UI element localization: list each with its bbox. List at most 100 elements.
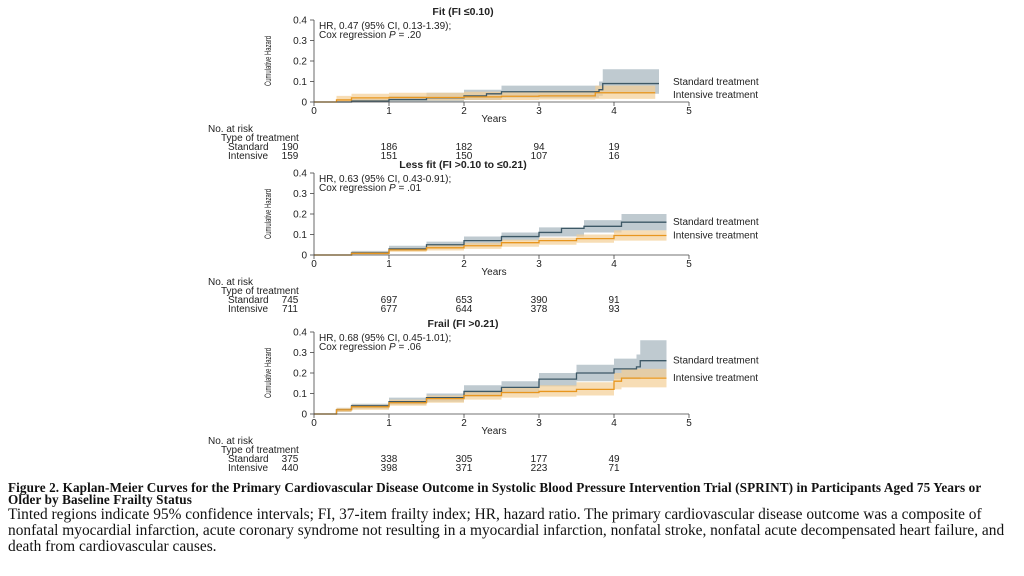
standard-treatment-label: Standard treatment xyxy=(673,77,759,88)
standard-row-label: Standard xyxy=(228,142,269,153)
risk-standard-value: 94 xyxy=(533,142,545,153)
intensive-treatment-line xyxy=(314,377,667,415)
x-tick-label: 1 xyxy=(386,418,392,429)
standard-row-label: Standard xyxy=(228,295,269,306)
y-tick-label: 0.3 xyxy=(293,189,307,200)
y-tick-label: 0.1 xyxy=(293,230,307,241)
x-tick-label: 0 xyxy=(311,418,317,429)
risk-standard-value: 49 xyxy=(608,454,620,465)
x-tick-label: 0 xyxy=(311,259,317,270)
y-tick-label: 0 xyxy=(301,410,307,421)
risk-intensive-value: 711 xyxy=(282,304,298,315)
risk-standard-value: 390 xyxy=(531,295,548,306)
km-panel-2: Less fit (FI >0.10 to ≤0.21) 0 0.1 0.2 0.3 0.… xyxy=(208,159,759,315)
x-tick-label: 5 xyxy=(686,259,692,270)
risk-intensive-value: 223 xyxy=(531,463,548,474)
standard-treatment-label: Standard treatment xyxy=(673,217,759,228)
risk-standard-value: 697 xyxy=(381,295,398,306)
panel-title: Less fit (FI >0.10 to ≤0.21) xyxy=(399,159,526,171)
intensive-treatment-label: Intensive treatment xyxy=(673,373,758,384)
cox-annotation: Cox regression P = .01 xyxy=(319,183,421,194)
y-tick-label: 0.1 xyxy=(293,77,307,88)
y-tick-label: 0.4 xyxy=(293,169,307,180)
risk-standard-value: 745 xyxy=(282,295,299,306)
x-tick-label: 2 xyxy=(461,106,467,117)
intensive-row-label: Intensive xyxy=(228,151,268,162)
y-axis-label: Cumulative Hazard xyxy=(263,189,274,239)
type-of-treatment-heading: Type of treatment xyxy=(221,445,299,456)
risk-standard-value: 91 xyxy=(608,295,620,306)
y-tick-label: 0 xyxy=(301,251,307,262)
intensive-ci-band xyxy=(314,85,656,102)
intensive-row-label: Intensive xyxy=(228,304,268,315)
intensive-treatment-label: Intensive treatment xyxy=(673,231,758,242)
caption-title: Figure 2. Kaplan-Meier Curves for the Pr… xyxy=(8,480,982,507)
risk-standard-value: 305 xyxy=(456,454,473,465)
figure-caption: Figure 2. Kaplan-Meier Curves for the Pr… xyxy=(8,480,1013,555)
standard-treatment-line xyxy=(314,82,659,103)
intensive-treatment-line xyxy=(314,234,667,256)
km-panel-3: Frail (FI >0.21) 0 0.1 0.2 0.3 0.4 0 1 2 3 4 5 Years… xyxy=(208,318,759,474)
y-tick-label: 0.2 xyxy=(293,369,307,380)
standard-row-label: Standard xyxy=(228,454,269,465)
x-axis-label: Years xyxy=(481,267,506,278)
risk-standard-value: 177 xyxy=(531,454,548,465)
risk-intensive-value: 371 xyxy=(456,463,473,474)
no-at-risk-heading: No. at risk xyxy=(208,277,254,288)
type-of-treatment-heading: Type of treatment xyxy=(221,286,299,297)
x-tick-label: 2 xyxy=(461,259,467,270)
x-tick-label: 5 xyxy=(686,106,692,117)
risk-intensive-value: 440 xyxy=(282,463,299,474)
risk-standard-value: 19 xyxy=(608,142,620,153)
risk-standard-value: 338 xyxy=(381,454,398,465)
x-tick-label: 4 xyxy=(611,259,617,270)
hr-annotation: HR, 0.68 (95% CI, 0.45-1.01); xyxy=(319,333,451,344)
panel-title: Fit (FI ≤0.10) xyxy=(432,6,493,18)
standard-treatment-label: Standard treatment xyxy=(673,356,759,367)
intensive-treatment-label: Intensive treatment xyxy=(673,90,758,101)
hr-annotation: HR, 0.47 (95% CI, 0.13-1.39); xyxy=(319,21,451,32)
risk-intensive-value: 151 xyxy=(381,151,398,162)
risk-intensive-value: 71 xyxy=(608,463,620,474)
y-axis-label: Cumulative Hazard xyxy=(263,348,274,398)
risk-standard-value: 186 xyxy=(381,142,398,153)
cox-annotation: Cox regression P = .06 xyxy=(319,342,421,353)
risk-intensive-value: 398 xyxy=(381,463,398,474)
y-axis-label: Cumulative Hazard xyxy=(263,36,274,86)
y-tick-label: 0.3 xyxy=(293,36,307,47)
risk-intensive-value: 378 xyxy=(531,304,548,315)
risk-intensive-value: 107 xyxy=(531,151,548,162)
x-tick-label: 1 xyxy=(386,106,392,117)
x-tick-label: 3 xyxy=(536,106,542,117)
no-at-risk-heading: No. at risk xyxy=(208,436,254,447)
caption-body: Tinted regions indicate 95% confidence i… xyxy=(8,506,1005,555)
x-tick-label: 3 xyxy=(536,418,542,429)
x-tick-label: 4 xyxy=(611,418,617,429)
y-tick-label: 0 xyxy=(301,98,307,109)
standard-ci-band xyxy=(314,340,667,414)
y-tick-label: 0.4 xyxy=(293,16,307,27)
x-tick-label: 2 xyxy=(461,418,467,429)
risk-standard-value: 375 xyxy=(282,454,299,465)
risk-intensive-value: 150 xyxy=(456,151,473,162)
x-axis-label: Years xyxy=(481,426,506,437)
intensive-treatment-line xyxy=(314,92,656,103)
risk-intensive-value: 16 xyxy=(608,151,620,162)
risk-intensive-value: 159 xyxy=(282,151,299,162)
risk-intensive-value: 644 xyxy=(456,304,473,315)
y-tick-label: 0.1 xyxy=(293,389,307,400)
kaplan-meier-figure: Fit (FI ≤0.10) 0 0.1 0.2 0.3 0.4 0 1 2 3 4 5 Years Cu… xyxy=(208,6,759,474)
risk-intensive-value: 677 xyxy=(381,304,398,315)
y-tick-label: 0.4 xyxy=(293,328,307,339)
no-at-risk-heading: No. at risk xyxy=(208,124,254,135)
x-tick-label: 5 xyxy=(686,418,692,429)
type-of-treatment-heading: Type of treatment xyxy=(221,133,299,144)
x-axis-label: Years xyxy=(481,114,506,125)
risk-standard-value: 653 xyxy=(456,295,473,306)
intensive-row-label: Intensive xyxy=(228,463,268,474)
km-panel-1: Fit (FI ≤0.10) 0 0.1 0.2 0.3 0.4 0 1 2 3 4 5 Years Cu… xyxy=(208,6,759,162)
y-tick-label: 0.2 xyxy=(293,57,307,68)
standard-ci-band xyxy=(314,214,667,255)
x-tick-label: 3 xyxy=(536,259,542,270)
risk-intensive-value: 93 xyxy=(608,304,620,315)
